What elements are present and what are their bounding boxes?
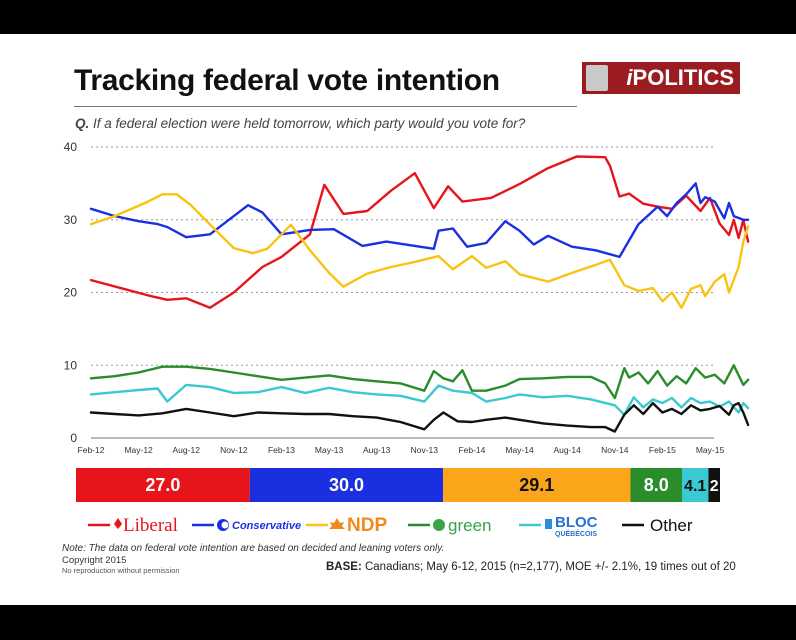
legend-sublabel-bloc: QUÉBÉCOIS <box>555 529 597 538</box>
logo-prefix: i <box>626 65 633 90</box>
legend-label-ndp: NDP <box>347 515 387 536</box>
question-label: Q. <box>75 116 90 131</box>
base-description: BASE: Canadians; May 6-12, 2015 (n=2,177… <box>326 561 736 573</box>
ipolitics-logo: i POLITICS <box>582 62 740 94</box>
base-label: BASE: <box>326 561 362 573</box>
share-bar-segment-bloc <box>682 468 709 502</box>
x-tick-label: May-12 <box>124 445 153 455</box>
legend-label-liberal: Liberal <box>123 515 178 536</box>
share-bar-label-liberal: 27.0 <box>145 475 180 495</box>
logo-text: POLITICS <box>632 65 734 90</box>
liberal-leaf-icon <box>114 518 122 529</box>
series-line-bloc <box>89 383 750 416</box>
series-line-green <box>89 364 750 400</box>
y-tick-label: 40 <box>64 140 78 154</box>
no-reproduction-notice: No reproduction without permission <box>62 566 180 575</box>
share-bar-segment-other <box>708 468 720 502</box>
share-bar-label-green: 8.0 <box>644 475 669 495</box>
legend-label-green: green <box>448 516 491 535</box>
share-bar-label-ndp: 29.1 <box>519 475 554 495</box>
x-tick-label: May-15 <box>696 445 725 455</box>
bloc-fleur-icon <box>545 519 552 529</box>
share-bar-segment-ndp <box>443 468 631 502</box>
green-party-icon <box>433 519 445 531</box>
series-line-other <box>89 401 750 433</box>
x-tick-label: Aug-12 <box>173 445 201 455</box>
x-tick-label: Feb-12 <box>78 445 105 455</box>
chart-title: Tracking federal vote intention <box>74 64 500 97</box>
share-bar-segment-conservative <box>249 468 444 502</box>
question-text: If a federal election were held tomorrow… <box>93 116 526 131</box>
series-line-conservative <box>89 182 750 259</box>
conservative-c-inner <box>221 521 229 529</box>
x-tick-label: Feb-13 <box>268 445 295 455</box>
x-tick-label: Feb-15 <box>649 445 676 455</box>
share-bar-label-other: 2 <box>710 478 719 495</box>
y-tick-label: 30 <box>64 213 78 227</box>
x-tick-label: Nov-14 <box>601 445 629 455</box>
series-line-ndp <box>89 193 750 309</box>
x-tick-label: May-14 <box>505 445 534 455</box>
y-tick-label: 10 <box>64 358 78 372</box>
series-line-liberal <box>89 155 750 309</box>
share-bar-label-conservative: 30.0 <box>329 475 364 495</box>
logo-emblem-icon <box>586 65 608 91</box>
share-bar-label-bloc: 4.1 <box>684 478 706 495</box>
x-tick-label: Feb-14 <box>458 445 485 455</box>
x-tick-label: Nov-13 <box>411 445 439 455</box>
x-tick-label: Aug-14 <box>553 445 581 455</box>
y-tick-label: 20 <box>64 286 78 300</box>
title-divider <box>74 106 577 107</box>
legend-label-other: Other <box>650 516 693 535</box>
survey-question: Q. If a federal election were held tomor… <box>75 116 525 131</box>
ndp-maple-leaf-icon <box>329 518 345 529</box>
share-bar-segment-liberal <box>76 468 250 502</box>
x-tick-label: Aug-13 <box>363 445 391 455</box>
x-tick-label: May-13 <box>315 445 344 455</box>
legend-label-bloc: BLOC <box>555 514 598 531</box>
legend-label-conservative: Conservative <box>232 520 301 532</box>
y-tick-label: 0 <box>70 431 77 445</box>
footnote: Note: The data on federal vote intention… <box>62 543 445 554</box>
base-text: Canadians; May 6-12, 2015 (n=2,177), MOE… <box>364 561 736 573</box>
x-tick-label: Nov-12 <box>220 445 248 455</box>
slide: Tracking federal vote intention i POLITIC… <box>0 34 796 605</box>
share-bar-segment-green <box>630 468 683 502</box>
copyright: Copyright 2015 <box>62 555 127 566</box>
